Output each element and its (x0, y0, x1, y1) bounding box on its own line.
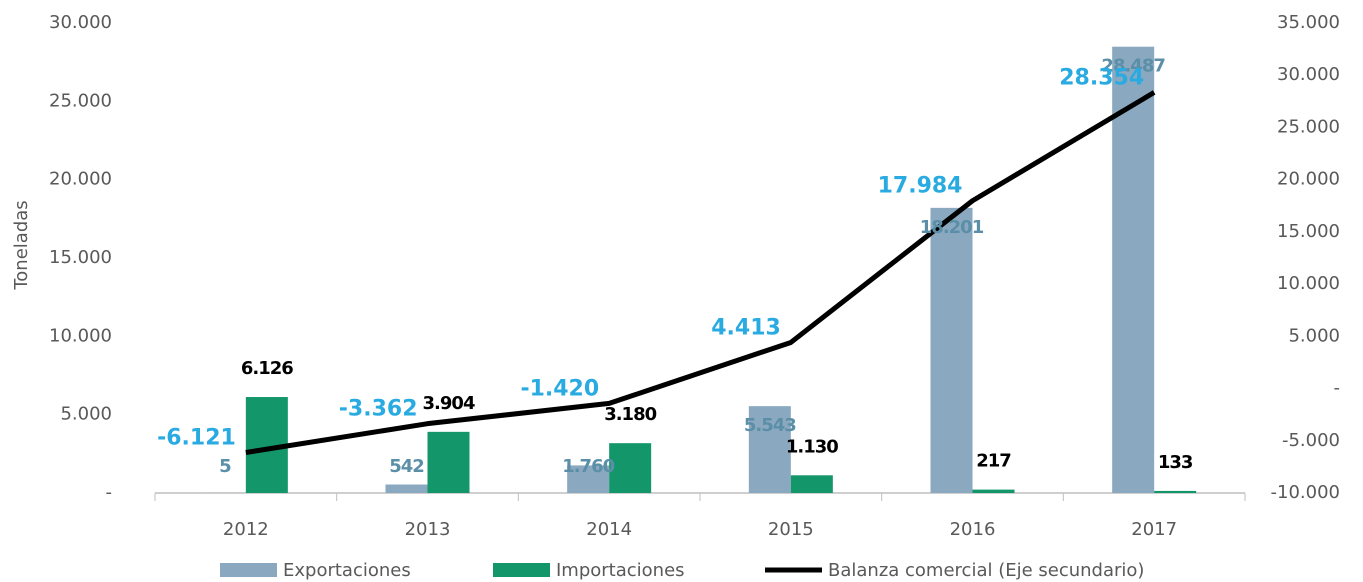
bar (609, 443, 652, 493)
bar-value-label: 6.126 (241, 358, 293, 379)
bar-value-label: 217 (976, 451, 1011, 472)
y2-tick-label: 20.000 (1277, 169, 1340, 190)
legend-swatch (493, 563, 550, 577)
y2-tick-label: 25.000 (1277, 116, 1340, 137)
bar-value-label: 1.130 (786, 436, 838, 457)
bar-value-label: 1.760 (562, 456, 614, 477)
bar (427, 431, 470, 493)
bar (972, 489, 1015, 493)
bar-value-label: 542 (389, 456, 424, 477)
y2-tick-label: 35.000 (1277, 12, 1340, 33)
bar (567, 465, 610, 493)
y2-tick-label: -10.000 (1271, 482, 1340, 503)
x-tick-label: 2012 (223, 519, 269, 540)
x-tick-label: 2017 (1131, 519, 1177, 540)
legend-swatch (220, 563, 277, 577)
line-value-label: -3.362 (339, 397, 418, 422)
legend-label: Balanza comercial (Eje secundario) (828, 560, 1144, 581)
x-tick-label: 2015 (768, 519, 814, 540)
line-value-label: -1.420 (520, 376, 599, 401)
y-tick-label: 20.000 (49, 169, 112, 190)
legend-label: Importaciones (556, 560, 685, 581)
line-value-label: 4.413 (711, 315, 781, 340)
bar (1112, 46, 1155, 493)
y-axis-title: Toneladas (11, 200, 32, 290)
y-tick-label: - (106, 482, 113, 503)
x-tick-label: 2016 (950, 519, 996, 540)
bar-value-label: 5.543 (744, 415, 796, 436)
y-tick-label: 15.000 (49, 247, 112, 268)
y2-tick-label: 15.000 (1277, 221, 1340, 242)
bar-value-label: 133 (1158, 452, 1193, 473)
balance-line (245, 90, 1156, 455)
bar (1154, 490, 1197, 493)
y2-tick-label: 5.000 (1288, 325, 1340, 346)
bar-value-label: 3.904 (423, 393, 475, 414)
y2-tick-label: - (1334, 378, 1341, 399)
bar-value-label: 5 (219, 456, 231, 477)
y-tick-label: 30.000 (49, 12, 112, 33)
y2-tick-label: 10.000 (1277, 273, 1340, 294)
bar (930, 207, 973, 493)
y-tick-label: 25.000 (49, 90, 112, 111)
y2-tick-label: -5.000 (1282, 430, 1340, 451)
bar (385, 484, 428, 493)
bar-value-label: 18.201 (920, 217, 984, 238)
y-tick-label: 5.000 (60, 404, 112, 425)
line-value-label: -6.121 (157, 425, 236, 450)
y2-tick-label: 30.000 (1277, 64, 1340, 85)
x-tick-label: 2014 (586, 519, 632, 540)
bar (790, 475, 833, 493)
legend-label: Exportaciones (283, 560, 411, 581)
line-value-label: 28.354 (1059, 65, 1144, 90)
line-value-label: 17.984 (878, 174, 963, 199)
bar-value-label: 3.180 (604, 404, 656, 425)
x-tick-label: 2013 (405, 519, 451, 540)
y-tick-label: 10.000 (49, 325, 112, 346)
bar-value-label: 28.487 (1101, 56, 1165, 77)
bar (748, 406, 791, 493)
